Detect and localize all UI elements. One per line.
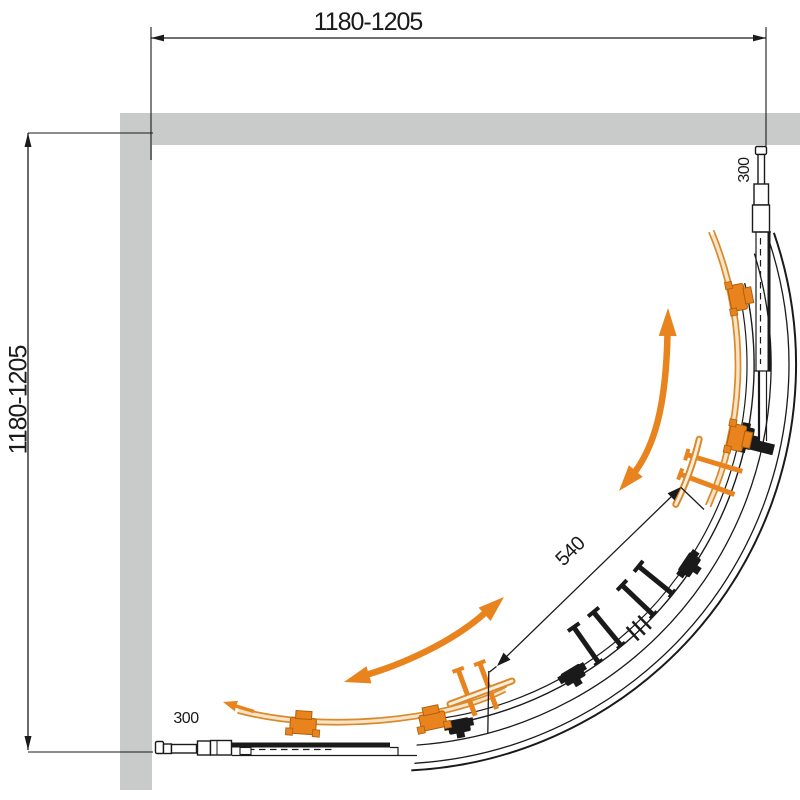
wall-profile-cap — [754, 145, 768, 156]
wall-left — [120, 113, 152, 790]
sliding-door-right — [672, 230, 756, 508]
handle-cap — [586, 605, 601, 619]
extension-line — [487, 670, 490, 734]
handle-bar — [620, 583, 655, 617]
handle-foot — [667, 588, 677, 599]
arrow-arc — [365, 609, 489, 679]
arrowhead-icon — [667, 487, 681, 501]
diagonal-dimension-label: 540 — [551, 532, 589, 570]
swing-arrow-bottom — [344, 597, 504, 684]
wall-profile-block — [209, 739, 233, 756]
door-track-arc — [418, 282, 755, 729]
bottom-fixed-panel — [154, 739, 417, 757]
handle-cap — [451, 665, 465, 674]
wall-profile-stem — [170, 743, 198, 754]
arrowhead-down-icon — [24, 736, 32, 750]
arrowhead-upright-icon — [478, 597, 504, 621]
wall-profile-block — [753, 183, 770, 206]
handle-cap — [473, 659, 487, 667]
right-fixed-panel — [749, 145, 775, 456]
towel-rail-core — [674, 437, 701, 506]
door-roller-icon — [284, 709, 322, 738]
handle-cap — [632, 559, 645, 573]
arrowhead-down-icon — [619, 465, 643, 491]
wall-top — [120, 113, 800, 145]
door-glass-edge — [709, 230, 742, 508]
arrowhead-icon — [497, 652, 511, 666]
extension-line — [489, 665, 497, 673]
arrowhead-left-icon — [344, 666, 372, 684]
door-roller-icon — [556, 661, 593, 693]
towel-rail-core — [448, 679, 514, 706]
door-tip-arrow — [223, 700, 255, 714]
arrow-tail — [235, 704, 255, 714]
door-handle-black-lower — [566, 605, 626, 667]
left-dimension — [24, 132, 153, 753]
arrowhead-right-icon — [753, 34, 766, 42]
handle-bar — [455, 668, 478, 717]
top-dimension-label: 1180-1205 — [314, 8, 423, 36]
door-glass-edge — [705, 231, 737, 506]
handle-cap — [566, 621, 581, 633]
handle-foot — [616, 640, 626, 650]
handle-cap — [615, 578, 629, 592]
right-segment-label: 300 — [736, 157, 753, 183]
handle-bar — [571, 625, 601, 664]
arrowhead-icon — [223, 700, 238, 712]
handle-bar — [637, 564, 674, 596]
arrowhead-up-icon — [658, 308, 677, 337]
handle-foot — [648, 610, 658, 620]
top-dimension — [150, 27, 767, 160]
handle-bar — [591, 610, 623, 647]
door-glass-fill — [707, 233, 741, 505]
hatch-mark — [631, 620, 646, 636]
fixed-glass-outer-arc — [411, 232, 798, 772]
fixed-panel-edge — [232, 742, 390, 748]
dimension-line — [503, 493, 675, 660]
fixed-glass-arcs — [411, 232, 798, 772]
wall-profile-stem — [757, 153, 766, 186]
bottom-segment-label: 300 — [173, 710, 199, 727]
fixed-glass-inner-arc — [416, 253, 772, 746]
door-track-arc — [421, 284, 748, 722]
handle-cap — [676, 467, 685, 481]
sliding-door-bottom — [223, 659, 516, 738]
door-roller-icon — [723, 277, 756, 317]
door-glass-edge — [238, 686, 507, 721]
arrowhead-up-icon — [24, 133, 32, 147]
hatch-mark — [625, 626, 640, 642]
wall-profile-stem — [162, 743, 173, 755]
door-track-arcs — [418, 282, 755, 729]
arrow-arc — [628, 333, 671, 480]
wall-profile-block — [196, 740, 212, 756]
door-glass-edge — [237, 691, 506, 726]
panel-end-step — [390, 746, 399, 756]
arrowhead-left-icon — [151, 34, 164, 42]
hatch-mark — [637, 615, 652, 630]
handle-cap — [683, 448, 691, 461]
wall-profile-cap — [154, 740, 165, 755]
handle-foot — [593, 658, 604, 667]
door-glass-fill — [238, 687, 507, 724]
door-joint-hatch — [625, 615, 652, 642]
profile-notch — [239, 746, 252, 756]
diagonal-dimension — [487, 487, 705, 734]
door-roller-icon — [675, 548, 708, 584]
door-handle-black-upper — [615, 559, 677, 620]
fixed-glass-outer-arc2 — [414, 238, 790, 764]
extension-line — [680, 487, 705, 510]
swing-arrow-right — [619, 308, 677, 491]
left-dimension-label: 1180-1205 — [5, 346, 33, 455]
wall-profile-block — [751, 204, 771, 233]
